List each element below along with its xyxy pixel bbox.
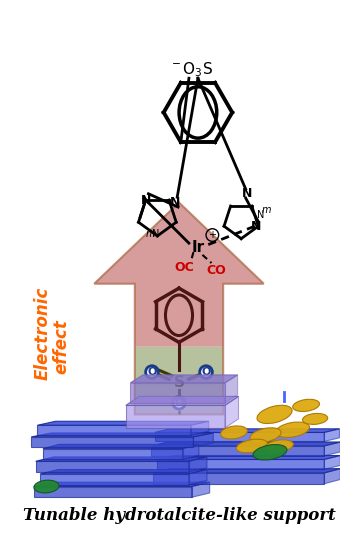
Polygon shape xyxy=(34,486,192,497)
Polygon shape xyxy=(34,482,210,486)
Ellipse shape xyxy=(253,444,287,460)
Polygon shape xyxy=(36,461,189,472)
Polygon shape xyxy=(151,446,324,456)
Ellipse shape xyxy=(276,422,309,437)
Text: OC: OC xyxy=(175,261,194,274)
Ellipse shape xyxy=(265,440,293,452)
Polygon shape xyxy=(158,459,324,469)
Text: $^-$O$_3$S: $^-$O$_3$S xyxy=(169,60,213,78)
Text: N: N xyxy=(251,220,262,233)
Polygon shape xyxy=(225,375,238,403)
Ellipse shape xyxy=(303,413,328,424)
Polygon shape xyxy=(126,396,238,405)
Polygon shape xyxy=(40,470,207,474)
Polygon shape xyxy=(126,405,225,428)
Text: CO: CO xyxy=(206,264,226,277)
Ellipse shape xyxy=(236,439,267,453)
Text: N: N xyxy=(141,194,151,206)
Text: Electronic: Electronic xyxy=(34,286,52,380)
Polygon shape xyxy=(31,433,213,437)
Polygon shape xyxy=(324,469,340,484)
Circle shape xyxy=(200,366,212,378)
Polygon shape xyxy=(183,444,199,459)
Polygon shape xyxy=(135,347,223,415)
Polygon shape xyxy=(155,429,339,432)
Polygon shape xyxy=(324,429,339,442)
Ellipse shape xyxy=(257,405,292,423)
Polygon shape xyxy=(36,457,207,461)
Text: N: N xyxy=(152,229,159,239)
Polygon shape xyxy=(225,396,238,428)
Text: m: m xyxy=(145,229,155,239)
Ellipse shape xyxy=(250,428,281,443)
Text: +: + xyxy=(208,230,216,240)
Polygon shape xyxy=(43,444,199,449)
Ellipse shape xyxy=(34,480,59,493)
Polygon shape xyxy=(153,473,324,484)
Text: O: O xyxy=(174,397,184,408)
Text: N: N xyxy=(242,187,253,200)
Text: effect: effect xyxy=(52,320,70,374)
Polygon shape xyxy=(189,470,207,485)
Polygon shape xyxy=(31,437,193,447)
Polygon shape xyxy=(189,457,207,472)
Text: N: N xyxy=(170,196,180,209)
Polygon shape xyxy=(158,455,340,459)
Text: O: O xyxy=(147,367,157,377)
Polygon shape xyxy=(193,433,213,447)
Polygon shape xyxy=(153,469,340,473)
Polygon shape xyxy=(130,375,238,383)
Polygon shape xyxy=(191,421,209,435)
Text: Tunable hydrotalcite-like support: Tunable hydrotalcite-like support xyxy=(23,507,335,524)
Polygon shape xyxy=(130,383,225,403)
Polygon shape xyxy=(151,442,340,446)
Text: S: S xyxy=(174,375,184,390)
Polygon shape xyxy=(40,474,189,485)
Circle shape xyxy=(146,366,158,378)
Polygon shape xyxy=(324,455,340,469)
Polygon shape xyxy=(43,449,183,459)
Polygon shape xyxy=(38,425,191,435)
Polygon shape xyxy=(192,482,210,497)
Polygon shape xyxy=(38,421,209,425)
Text: O: O xyxy=(201,367,211,377)
Text: Ir: Ir xyxy=(192,240,204,255)
Ellipse shape xyxy=(221,426,247,439)
Polygon shape xyxy=(94,203,264,347)
Polygon shape xyxy=(324,442,340,456)
Circle shape xyxy=(173,396,185,409)
Ellipse shape xyxy=(293,399,319,411)
Text: m: m xyxy=(262,205,271,215)
Polygon shape xyxy=(155,432,324,442)
Text: N: N xyxy=(257,210,265,220)
